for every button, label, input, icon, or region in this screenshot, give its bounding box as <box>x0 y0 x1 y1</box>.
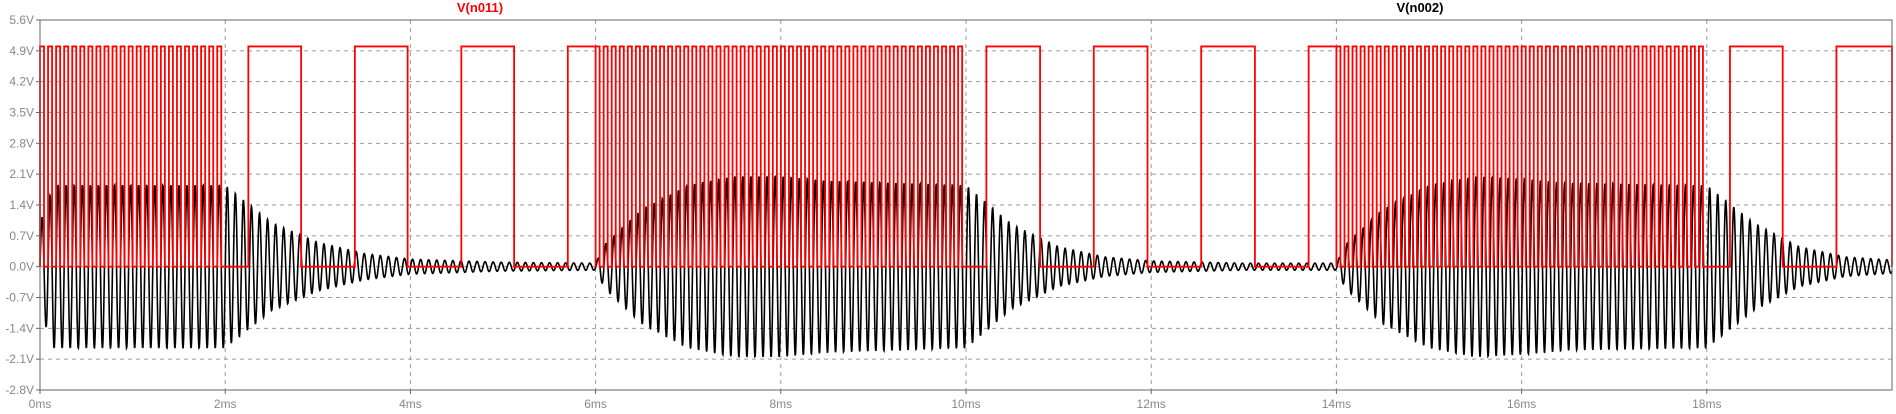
y-axis: -2.8V -2.1V -1.4V -0.7V 0.0V 0.7V 1.4V 2.1V 2.8V… <box>5 13 40 397</box>
x-tick-label: 8ms <box>769 397 792 411</box>
trace-title-n002[interactable]: V(n002) <box>1397 0 1444 15</box>
y-tick-label: 4.9V <box>9 44 34 58</box>
y-tick-label: 0.0V <box>9 260 34 274</box>
y-tick-label: -1.4V <box>5 321 34 335</box>
x-tick-label: 14ms <box>1322 397 1351 411</box>
x-tick-label: 10ms <box>951 397 980 411</box>
y-tick-label: 3.5V <box>9 106 34 120</box>
y-tick-label: -2.1V <box>5 352 34 366</box>
x-tick-label: 6ms <box>584 397 607 411</box>
trace-title-n011[interactable]: V(n011) <box>457 0 503 15</box>
trace-titles: V(n011) V(n002) <box>457 0 1444 15</box>
x-tick-label: 0ms <box>29 397 52 411</box>
x-tick-label: 2ms <box>214 397 237 411</box>
y-tick-label: 1.4V <box>9 198 34 212</box>
x-tick-label: 4ms <box>399 397 422 411</box>
x-tick-label: 16ms <box>1507 397 1536 411</box>
y-tick-label: 5.6V <box>9 13 34 27</box>
y-tick-label: -2.8V <box>5 383 34 397</box>
x-axis: 0ms 2ms 4ms 6ms 8ms 10ms 12ms 14ms 16ms 18ms <box>29 390 1721 411</box>
series-line-n011[interactable] <box>39 45 1893 268</box>
trace-layer <box>39 45 1893 359</box>
x-tick-label: 18ms <box>1692 397 1721 411</box>
series-line-n002[interactable] <box>39 174 1893 359</box>
x-tick-label: 12ms <box>1137 397 1166 411</box>
y-tick-label: 2.8V <box>9 136 34 150</box>
y-tick-label: 2.1V <box>9 167 34 181</box>
y-tick-label: -0.7V <box>5 291 34 305</box>
y-tick-label: 4.2V <box>9 75 34 89</box>
y-tick-label: 0.7V <box>9 229 34 243</box>
